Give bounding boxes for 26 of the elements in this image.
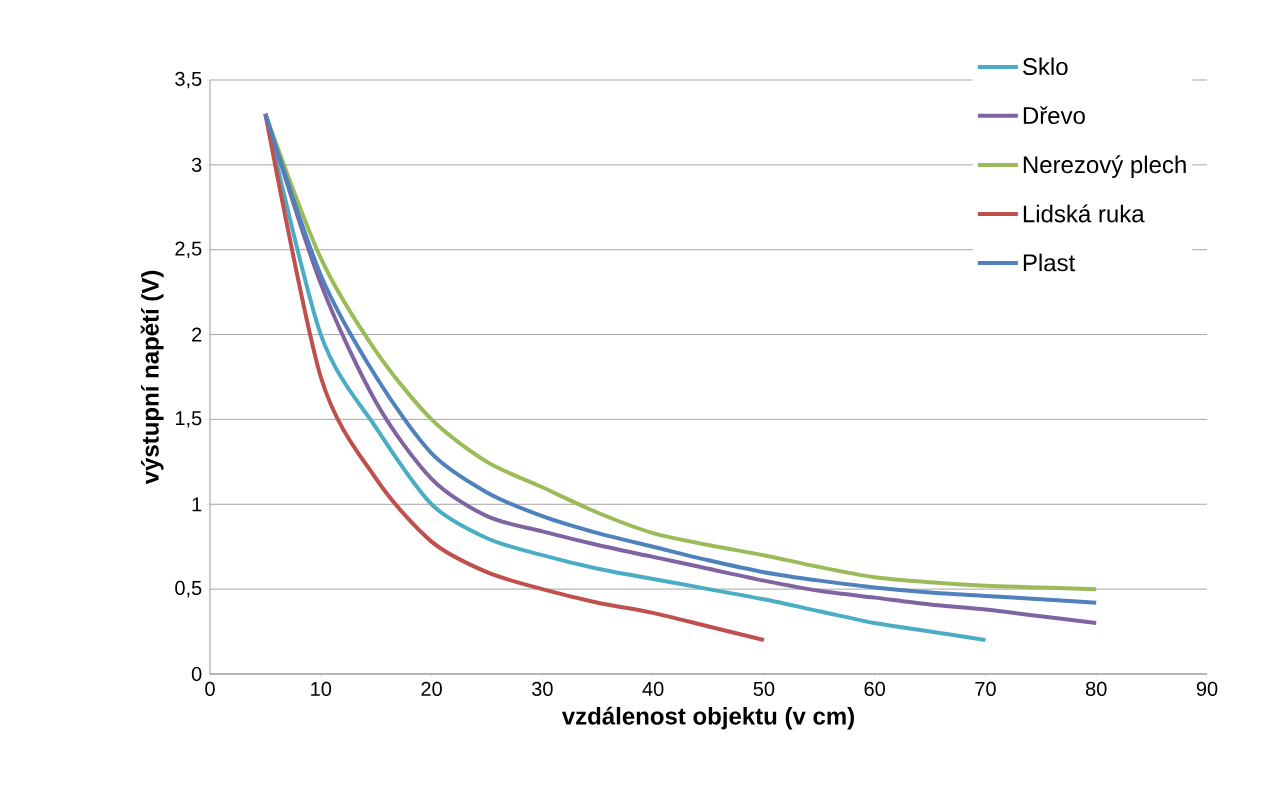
y-axis-title: výstupní napětí (V) [140,270,164,485]
legend-label: Lidská ruka [1023,204,1145,223]
legend-label: Nerezový plech [1023,155,1186,178]
y-tick-label: 0,5 [175,580,202,598]
y-tick-label: 1 [192,497,202,512]
y-tick-label: 1,5 [175,411,202,428]
x-tick-label: 20 [421,681,442,696]
x-tick-label: 70 [975,681,996,696]
x-tick-label: 10 [311,681,332,696]
y-tick-label: 3,5 [175,71,202,89]
legend-label: Plast [1023,253,1076,272]
y-tick-label: 2,5 [175,241,202,258]
x-tick-label: 40 [642,681,664,696]
x-tick-label: 90 [1196,681,1218,696]
x-tick-label: 80 [1085,681,1107,696]
x-tick-label: 30 [531,681,553,696]
x-axis-title: vzdálenost objektu (v cm) [561,706,854,730]
y-tick-label: 2 [192,327,202,342]
legend-label: Dřevo [1023,106,1085,125]
x-tick-label: 0 [205,681,215,696]
legend-label: Sklo [1022,57,1068,76]
y-tick-label: 0 [191,666,202,682]
x-tick-label: 60 [864,681,885,696]
line-series [263,111,766,643]
x-tick-label: 50 [753,681,775,696]
y-tick-label: 3 [191,157,202,172]
